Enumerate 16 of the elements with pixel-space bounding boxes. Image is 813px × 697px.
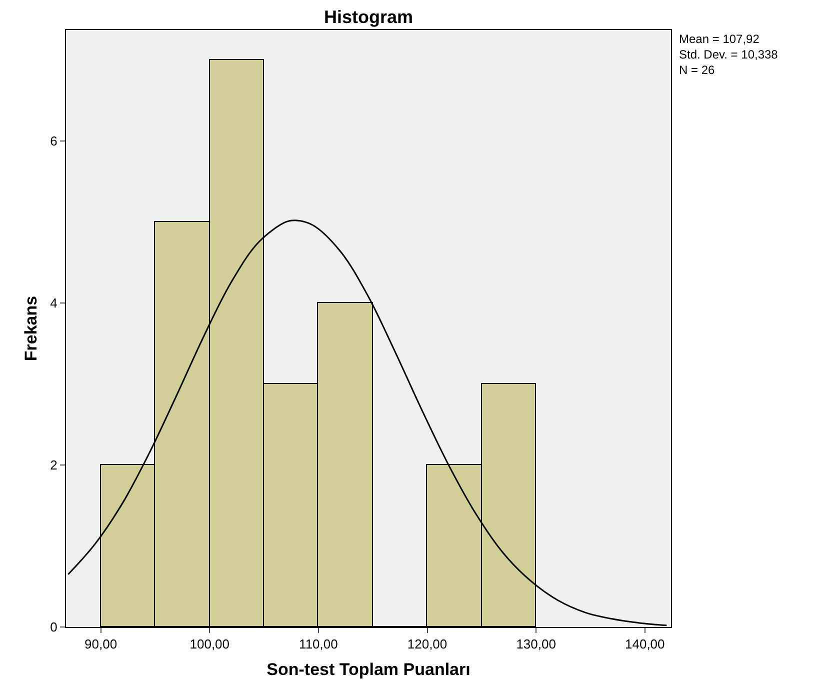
y-tick-label: 0	[50, 620, 58, 635]
x-tick-label: 130,00	[516, 636, 556, 652]
y-axis-title: Frekans	[22, 296, 41, 362]
y-tick-label: 6	[50, 134, 58, 149]
x-tick-label: 140,00	[624, 636, 665, 652]
x-tick-label: 120,00	[407, 636, 448, 652]
x-tick-label: 110,00	[299, 636, 338, 652]
text: N = 26	[679, 63, 716, 78]
chart-title: Histogram	[324, 7, 414, 28]
text: Mean = 107,92	[679, 32, 760, 46]
x-axis-title: Son-test Toplam Puanları	[266, 660, 470, 679]
x-tick-label: 90,00	[84, 636, 118, 652]
y-tick-label: 2	[50, 458, 58, 473]
y-tick-label: 4	[50, 296, 58, 311]
text: Std. Dev. = 10,338	[679, 48, 778, 62]
x-tick-label: 100,00	[190, 636, 230, 652]
